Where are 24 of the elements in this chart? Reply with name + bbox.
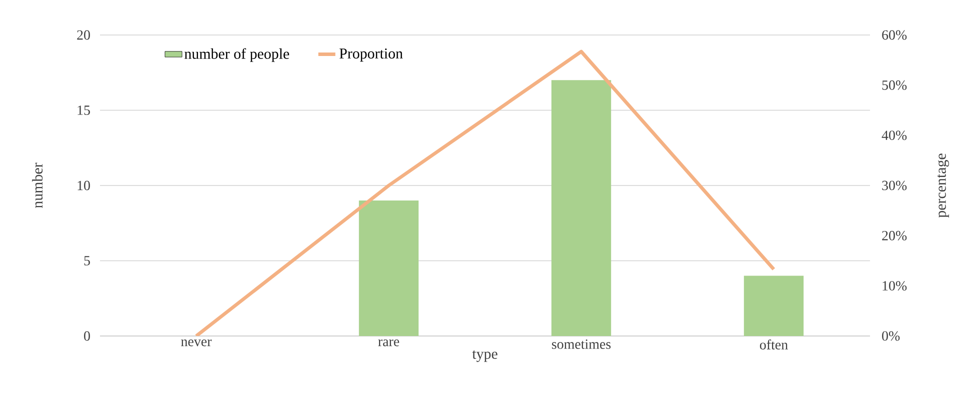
y-tick-label: 5	[84, 256, 90, 266]
legend-label: Proportion	[340, 48, 403, 62]
y2-tick-label: 50%	[882, 80, 907, 90]
y-tick-label: 15	[78, 106, 90, 115]
y-axis-title: number	[32, 162, 43, 208]
x-tick-label: sometimes	[552, 340, 611, 349]
x-axis-title: type	[472, 350, 498, 362]
legend-label: number of people	[184, 48, 290, 62]
y-tick-label: 0	[84, 331, 90, 341]
y2-tick-label: 40%	[882, 130, 907, 140]
bar	[551, 80, 612, 336]
bar	[744, 276, 804, 336]
y-tick-label: 10	[78, 180, 90, 190]
y2-tick-label: 10%	[882, 281, 907, 291]
y2-tick-label: 20%	[882, 230, 907, 240]
y2-tick-label: 60%	[882, 30, 907, 40]
y2-axis-title: percentage	[937, 154, 949, 218]
x-tick-label: often	[760, 340, 788, 350]
y2-tick-label: 0%	[882, 331, 900, 341]
y2-tick-label: 30%	[882, 180, 907, 190]
x-tick-label: never	[181, 340, 212, 346]
x-tick-label: rare	[378, 340, 400, 346]
y-tick-label: 20	[77, 30, 90, 40]
bar	[358, 200, 419, 336]
